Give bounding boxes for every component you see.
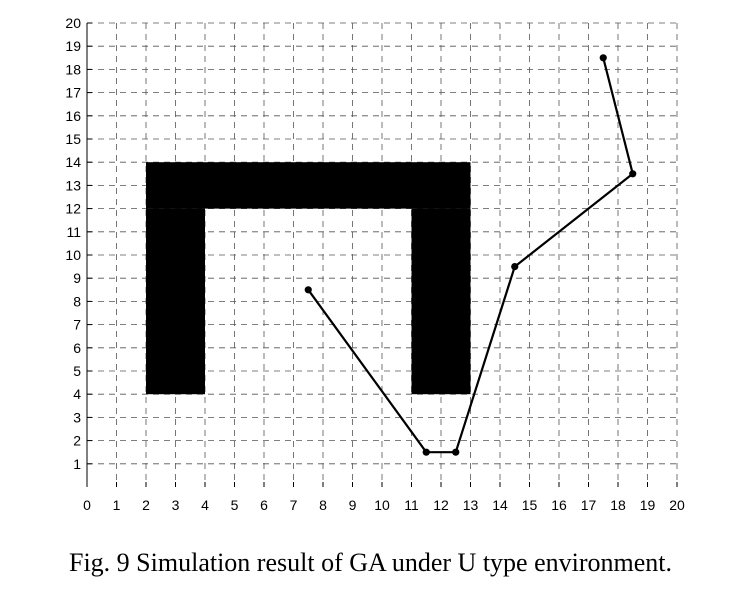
x-tick-label: 16 [551,497,567,513]
x-tick-label: 0 [83,497,91,513]
x-tick-label: 2 [142,497,150,513]
x-tick-label: 7 [290,497,298,513]
y-tick-label: 12 [65,201,81,217]
x-tick-label: 5 [231,497,239,513]
y-tick-label: 19 [65,38,81,54]
x-tick-label: 3 [172,497,180,513]
tick-marks [86,22,678,487]
y-tick-label: 20 [65,15,81,31]
x-tick-label: 12 [433,497,449,513]
y-tick-label: 11 [66,224,81,240]
obstacle-block [146,162,471,209]
figure-caption: Fig. 9 Simulation result of GA under U t… [69,548,672,577]
path-point [422,448,430,456]
x-tick-label: 18 [610,497,626,513]
x-tick-label: 9 [349,497,357,513]
y-tick-label: 5 [73,363,81,379]
path-series [307,57,634,454]
x-tick-label: 13 [463,497,479,513]
path-points [304,54,637,456]
x-tick-label: 17 [581,497,597,513]
x-tick-label: 10 [374,497,390,513]
y-tick-label: 6 [73,340,81,356]
y-tick-label: 14 [65,154,81,170]
x-tick-label: 6 [260,497,268,513]
x-tick-label: 19 [640,497,656,513]
x-tick-label: 8 [319,497,327,513]
y-tick-label: 15 [65,131,81,147]
y-tick-label: 17 [65,85,81,101]
y-tick-label: 1 [73,456,81,472]
x-tick-label: 15 [522,497,538,513]
path-line [307,57,634,454]
path-point [452,448,460,456]
x-tick-label: 14 [492,497,508,513]
x-tick-labels: 0 1 2 3 4 5 6 7 8 9 10 11 12 13 14 15 16 17 18 19 20 [83,497,685,513]
path-point [304,286,312,294]
y-tick-label: 16 [65,108,81,124]
x-tick-label: 20 [669,497,685,513]
obstacle-block [411,208,471,395]
y-tick-label: 13 [65,177,81,193]
y-tick-label: 9 [73,270,81,286]
path-point [629,170,637,178]
obstacles [146,162,471,395]
obstacle-block [146,208,205,395]
y-tick-label: 2 [73,433,81,449]
y-tick-label: 8 [73,293,81,309]
y-tick-label: 10 [65,247,81,263]
y-tick-label: 4 [73,386,81,402]
y-tick-label: 7 [73,317,81,333]
y-tick-label: 18 [65,61,81,77]
path-point [599,54,607,62]
x-tick-label: 1 [113,497,121,513]
x-tick-label: 11 [404,497,419,513]
x-tick-label: 4 [201,497,209,513]
y-tick-label: 3 [73,409,81,425]
path-point [511,263,519,271]
